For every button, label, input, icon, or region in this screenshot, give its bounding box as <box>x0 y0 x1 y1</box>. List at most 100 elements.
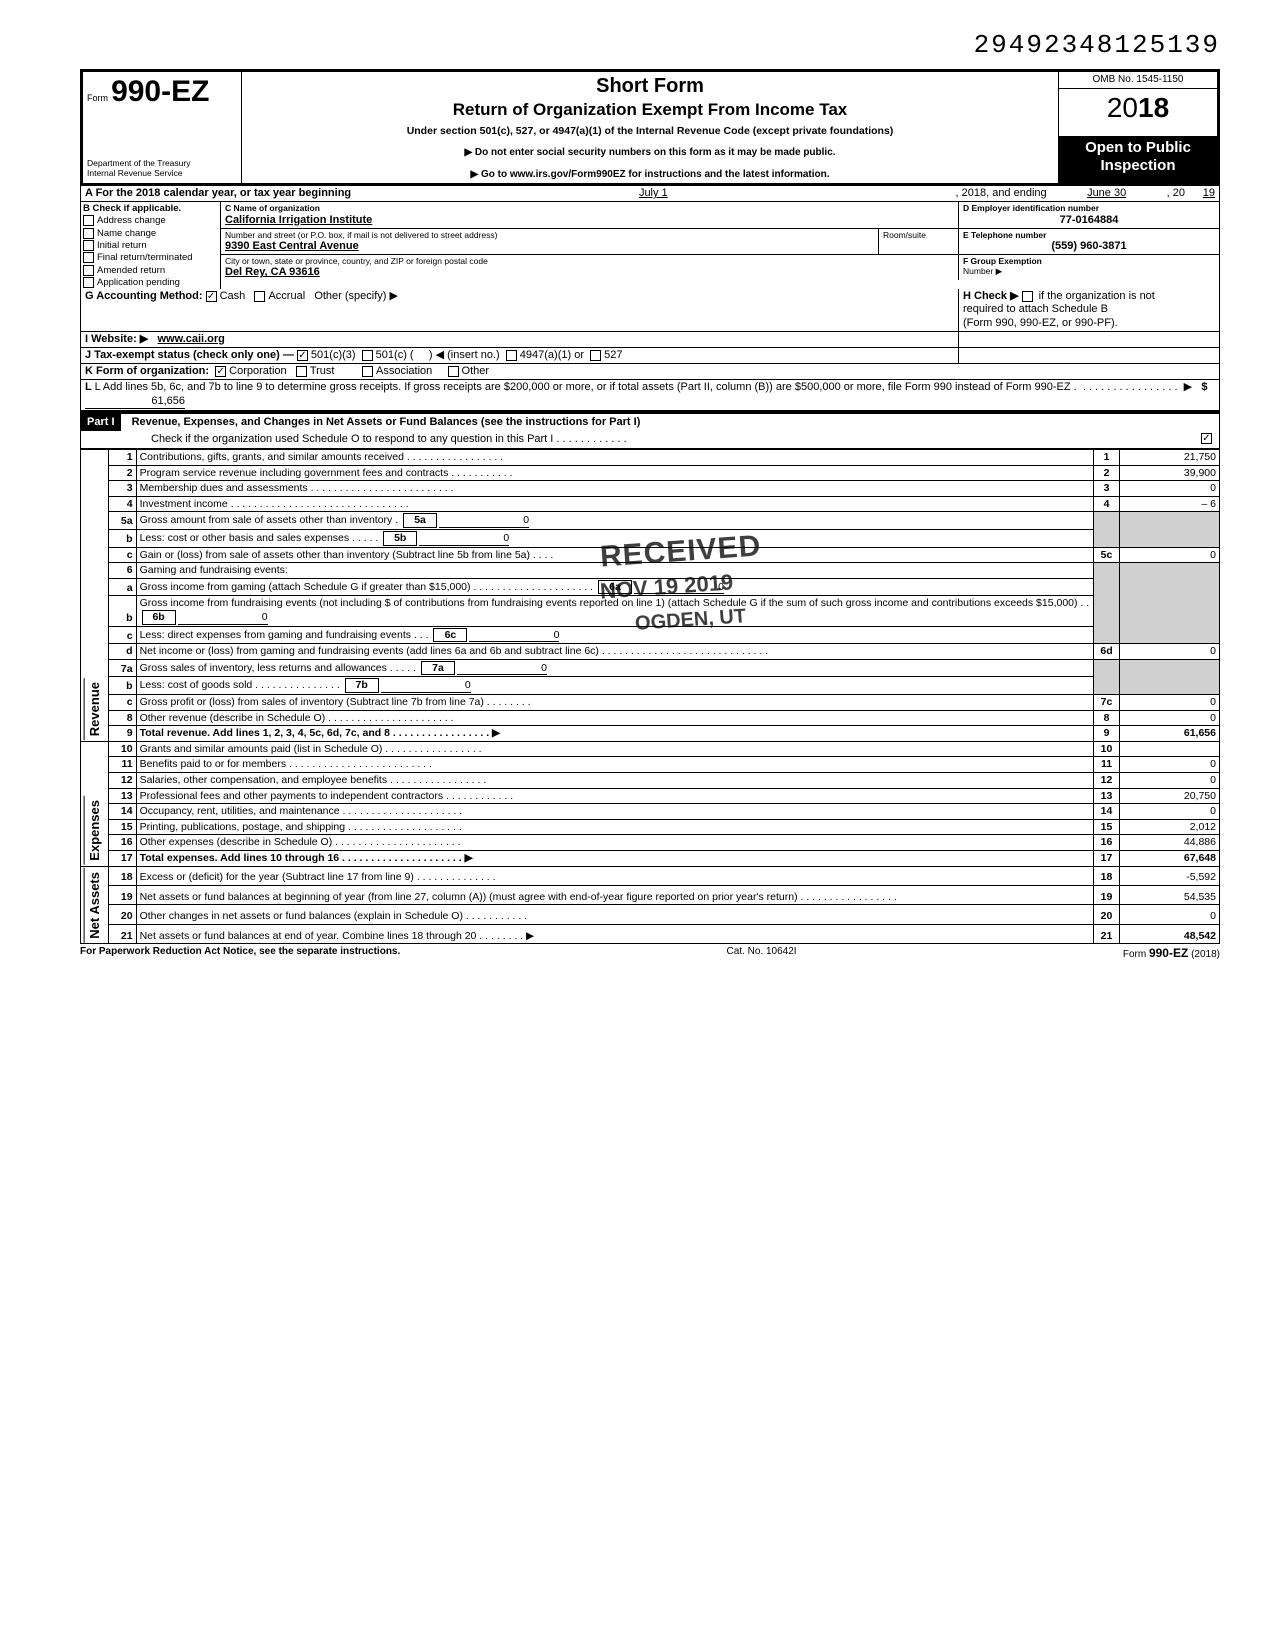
ln8-amt: 0 <box>1120 710 1220 726</box>
form-header: Form 990-EZ Department of the Treasury I… <box>80 69 1220 186</box>
website-value: www.caii.org <box>157 333 224 345</box>
chk-cash[interactable]: ✓ <box>206 291 217 302</box>
line-f-label: F Group Exemption <box>963 256 1215 266</box>
lbl-name-change: Name change <box>97 228 156 239</box>
lbl-initial-return: Initial return <box>97 240 147 251</box>
ln20-lc: 20 <box>1094 905 1120 924</box>
ln13-num: 13 <box>108 788 136 804</box>
footer: For Paperwork Reduction Act Notice, see … <box>80 944 1220 963</box>
ln9-num: 9 <box>108 726 136 742</box>
inspection: Inspection <box>1063 157 1213 175</box>
addr-value: 9390 East Central Avenue <box>225 240 874 253</box>
ln12-lc: 12 <box>1094 772 1120 788</box>
ln9-lc: 9 <box>1094 726 1120 742</box>
ln8-text: Other revenue (describe in Schedule O) .… <box>136 710 1093 726</box>
ln17-num: 17 <box>108 850 136 866</box>
title-under-section: Under section 501(c), 527, or 4947(a)(1)… <box>246 125 1054 138</box>
chk-501c[interactable] <box>362 350 373 361</box>
section-net-assets: Net Assets <box>84 868 105 943</box>
ln15-amt: 2,012 <box>1120 819 1220 835</box>
chk-assoc[interactable] <box>362 366 373 377</box>
ln2-text: Program service revenue including govern… <box>136 465 1093 481</box>
chk-corp[interactable]: ✓ <box>215 366 226 377</box>
footer-cat-no: Cat. No. 10642I <box>727 946 797 961</box>
ln21-amt: 48,542 <box>1120 924 1220 943</box>
lbl-trust: Trust <box>310 365 335 377</box>
ln2-lc: 2 <box>1094 465 1120 481</box>
ln12-num: 12 <box>108 772 136 788</box>
ln1-amt: 21,750 <box>1120 450 1220 466</box>
ln3-lc: 3 <box>1094 481 1120 497</box>
ln17-text: Total expenses. Add lines 10 through 16 … <box>136 850 1093 866</box>
ln7c-text: Gross profit or (loss) from sales of inv… <box>136 694 1093 710</box>
irs-label: Internal Revenue Service <box>87 168 237 178</box>
ln3-text: Membership dues and assessments . . . . … <box>136 481 1093 497</box>
chk-sched-b[interactable] <box>1022 291 1033 302</box>
line-h-text3: required to attach Schedule B <box>963 303 1108 315</box>
chk-name-change[interactable] <box>83 228 94 239</box>
chk-address-change[interactable] <box>83 215 94 226</box>
ln14-num: 14 <box>108 804 136 820</box>
ln9-text: Total revenue. Add lines 1, 2, 3, 4, 5c,… <box>136 726 1093 742</box>
line-i-label: I Website: ▶ <box>85 333 148 345</box>
chk-pending[interactable] <box>83 277 94 288</box>
ln10-lc: 10 <box>1094 741 1120 757</box>
ln1-num: 1 <box>108 450 136 466</box>
ln6b-num: b <box>108 596 136 626</box>
line-a-label: A For the 2018 calendar year, or tax yea… <box>85 187 351 200</box>
ln6a-num: a <box>108 578 136 596</box>
ln20-amt: 0 <box>1120 905 1220 924</box>
ln5b-text: Less: cost or other basis and sales expe… <box>136 530 1093 548</box>
line-h-text2: if the organization is not <box>1039 290 1155 302</box>
ln7b-text: Less: cost of goods sold . . . . . . . .… <box>136 677 1093 695</box>
ln8-lc: 8 <box>1094 710 1120 726</box>
ln18-text: Excess or (deficit) for the year (Subtra… <box>136 866 1093 885</box>
ln6-num: 6 <box>108 563 136 579</box>
ln6c-num: c <box>108 626 136 644</box>
omb-number: OMB No. 1545-1150 <box>1059 72 1217 89</box>
chk-other-org[interactable] <box>448 366 459 377</box>
ln8-num: 8 <box>108 710 136 726</box>
lbl-amended: Amended return <box>97 265 165 276</box>
line-g-label: G Accounting Method: <box>85 290 203 302</box>
chk-trust[interactable] <box>296 366 307 377</box>
chk-final-return[interactable] <box>83 252 94 263</box>
lbl-corp: Corporation <box>229 365 286 377</box>
ln3-amt: 0 <box>1120 481 1220 497</box>
ln11-num: 11 <box>108 757 136 773</box>
chk-initial-return[interactable] <box>83 240 94 251</box>
ln6d-amt: 0 <box>1120 644 1220 660</box>
ln10-num: 10 <box>108 741 136 757</box>
ln2-amt: 39,900 <box>1120 465 1220 481</box>
ln11-text: Benefits paid to or for members . . . . … <box>136 757 1093 773</box>
lbl-other-method: Other (specify) ▶ <box>314 290 398 302</box>
footer-left: For Paperwork Reduction Act Notice, see … <box>80 946 400 961</box>
ln19-text: Net assets or fund balances at beginning… <box>136 885 1093 904</box>
lbl-pending: Application pending <box>97 277 180 288</box>
line-j-label: J Tax-exempt status (check only one) — <box>85 349 294 361</box>
lbl-insert-no: ) ◀ (insert no.) <box>429 349 500 361</box>
ln5c-lc: 5c <box>1094 547 1120 563</box>
chk-accrual[interactable] <box>254 291 265 302</box>
line-c-label: C Name of organization <box>225 203 954 213</box>
lbl-cash: Cash <box>220 290 246 302</box>
ln12-amt: 0 <box>1120 772 1220 788</box>
revenue-expense-table: Revenue 1 Contributions, gifts, grants, … <box>80 449 1220 944</box>
ln9-amt: 61,656 <box>1120 726 1220 742</box>
ln5c-text: Gain or (loss) from sale of assets other… <box>136 547 1093 563</box>
line-c-block: C Name of organization California Irriga… <box>221 202 1219 289</box>
chk-schedule-o[interactable]: ✓ <box>1201 433 1212 444</box>
chk-501c3[interactable]: ✓ <box>297 350 308 361</box>
org-name: California Irrigation Institute <box>225 214 954 227</box>
chk-4947[interactable] <box>506 350 517 361</box>
chk-527[interactable] <box>590 350 601 361</box>
lbl-4947: 4947(a)(1) or <box>520 349 584 361</box>
chk-amended[interactable] <box>83 265 94 276</box>
ln6b-text: Gross income from fundraising events (no… <box>136 596 1093 626</box>
line-l-text: L Add lines 5b, 6c, and 7b to line 9 to … <box>95 381 1077 393</box>
city-label: City or town, state or province, country… <box>225 256 954 266</box>
ln14-amt: 0 <box>1120 804 1220 820</box>
line-e-label: E Telephone number <box>963 230 1215 240</box>
ln1-text: Contributions, gifts, grants, and simila… <box>136 450 1093 466</box>
line-f-label2: Number ▶ <box>963 266 1215 276</box>
